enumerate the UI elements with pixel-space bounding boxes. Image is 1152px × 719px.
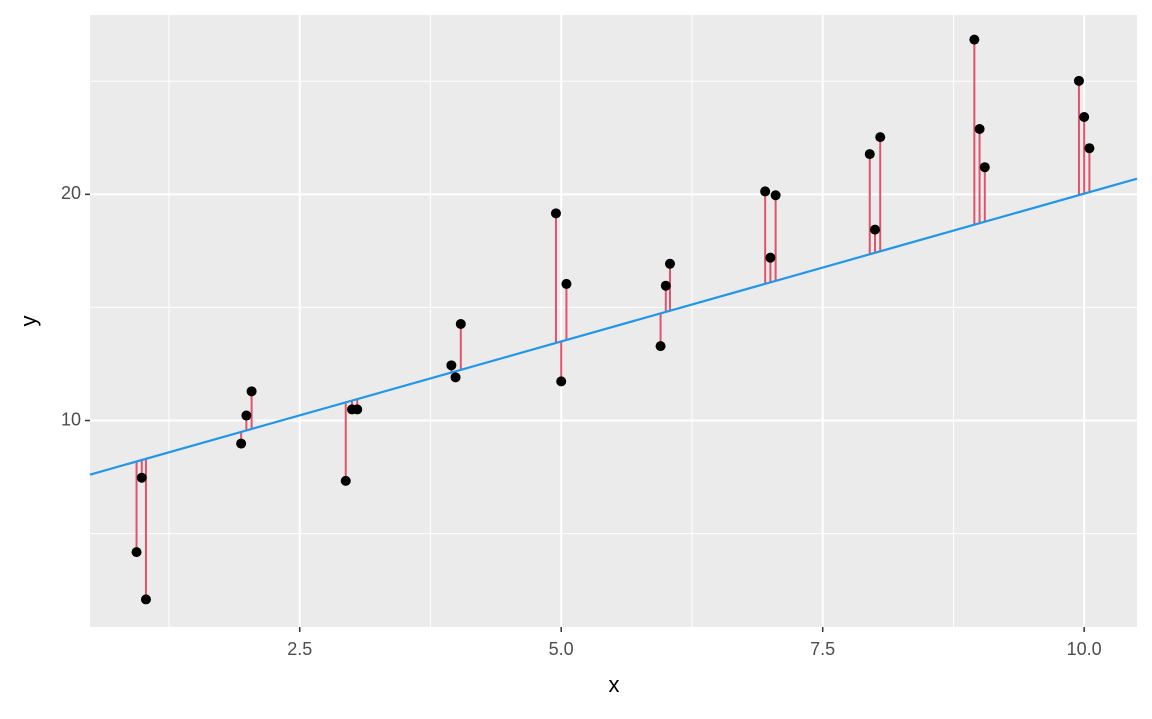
x-tick-label: 10.0 <box>1067 639 1102 659</box>
point <box>869 224 880 235</box>
point <box>246 386 257 397</box>
point <box>556 376 567 387</box>
point <box>136 472 147 483</box>
point <box>864 149 875 160</box>
point <box>660 280 671 291</box>
point <box>760 186 771 197</box>
point <box>1073 75 1084 86</box>
y-tick-label: 10 <box>61 409 81 429</box>
point <box>455 318 466 329</box>
point <box>1079 112 1090 122</box>
point <box>131 547 142 558</box>
x-tick-label: 7.5 <box>810 639 835 659</box>
x-tick-label: 2.5 <box>287 639 312 659</box>
point <box>241 410 252 421</box>
point <box>561 278 572 289</box>
point <box>236 438 247 449</box>
point <box>140 594 151 605</box>
point <box>446 360 457 371</box>
panel <box>90 15 1137 627</box>
y-tick-label: 20 <box>61 183 81 203</box>
point <box>340 475 351 486</box>
x-axis-title: x <box>609 672 620 697</box>
x-tick-label: 5.0 <box>549 639 574 659</box>
y-axis-title: y <box>16 316 41 327</box>
point <box>550 208 561 219</box>
point <box>450 372 461 383</box>
point <box>969 34 980 45</box>
point <box>979 162 990 173</box>
fit-line <box>89 177 1138 476</box>
point <box>875 132 886 143</box>
point <box>655 341 666 352</box>
point <box>664 258 675 269</box>
point <box>352 404 363 415</box>
point <box>1084 143 1095 154</box>
point <box>765 252 776 263</box>
point <box>770 190 781 201</box>
point <box>974 123 985 134</box>
